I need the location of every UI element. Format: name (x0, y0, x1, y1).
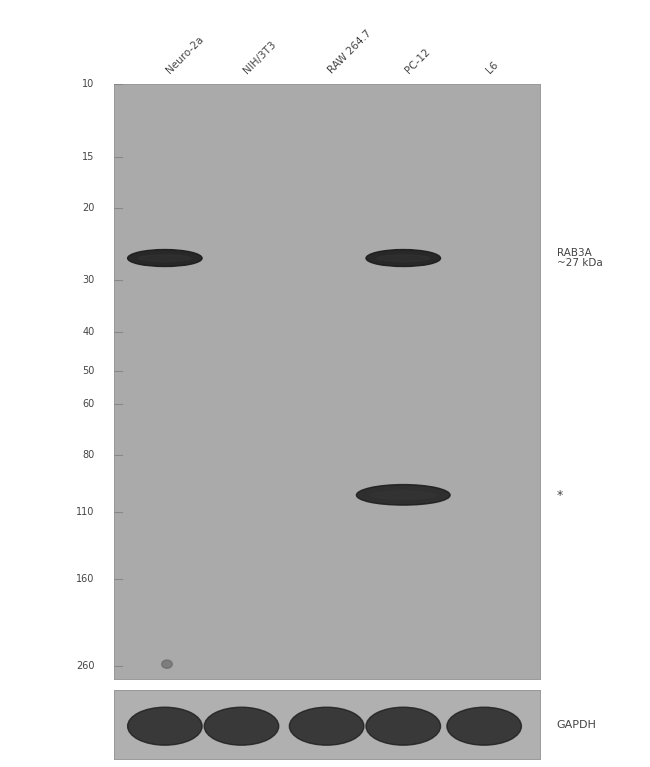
Ellipse shape (366, 707, 441, 746)
Text: L6: L6 (484, 60, 500, 75)
Ellipse shape (289, 707, 364, 746)
Text: Neuro-2a: Neuro-2a (165, 35, 206, 75)
Text: PC-12: PC-12 (403, 47, 432, 75)
Ellipse shape (447, 707, 521, 746)
Ellipse shape (370, 491, 436, 499)
Text: RAW 264.7: RAW 264.7 (326, 28, 374, 75)
Text: 40: 40 (83, 327, 95, 337)
Ellipse shape (214, 716, 269, 731)
Text: 60: 60 (83, 399, 95, 409)
Text: 80: 80 (83, 450, 95, 460)
Text: 30: 30 (83, 275, 95, 285)
Text: 10: 10 (83, 79, 95, 90)
Text: 20: 20 (82, 203, 95, 213)
Text: RAB3A: RAB3A (556, 249, 592, 258)
Text: GAPDH: GAPDH (556, 719, 597, 730)
Ellipse shape (299, 716, 354, 731)
Ellipse shape (162, 660, 172, 668)
Text: 15: 15 (82, 152, 95, 162)
Ellipse shape (137, 716, 192, 731)
Text: NIH/3T3: NIH/3T3 (241, 39, 278, 75)
Ellipse shape (366, 249, 441, 266)
Text: *: * (556, 489, 563, 502)
Ellipse shape (376, 716, 431, 731)
Text: 110: 110 (76, 507, 95, 517)
Ellipse shape (204, 707, 279, 746)
Text: 160: 160 (76, 574, 95, 584)
Text: 50: 50 (82, 367, 95, 377)
Ellipse shape (456, 716, 512, 731)
Text: 260: 260 (76, 660, 95, 670)
Ellipse shape (356, 485, 450, 505)
Ellipse shape (127, 707, 202, 746)
Ellipse shape (138, 255, 191, 262)
Ellipse shape (127, 249, 202, 266)
Text: ~27 kDa: ~27 kDa (556, 258, 603, 268)
Ellipse shape (377, 255, 430, 262)
